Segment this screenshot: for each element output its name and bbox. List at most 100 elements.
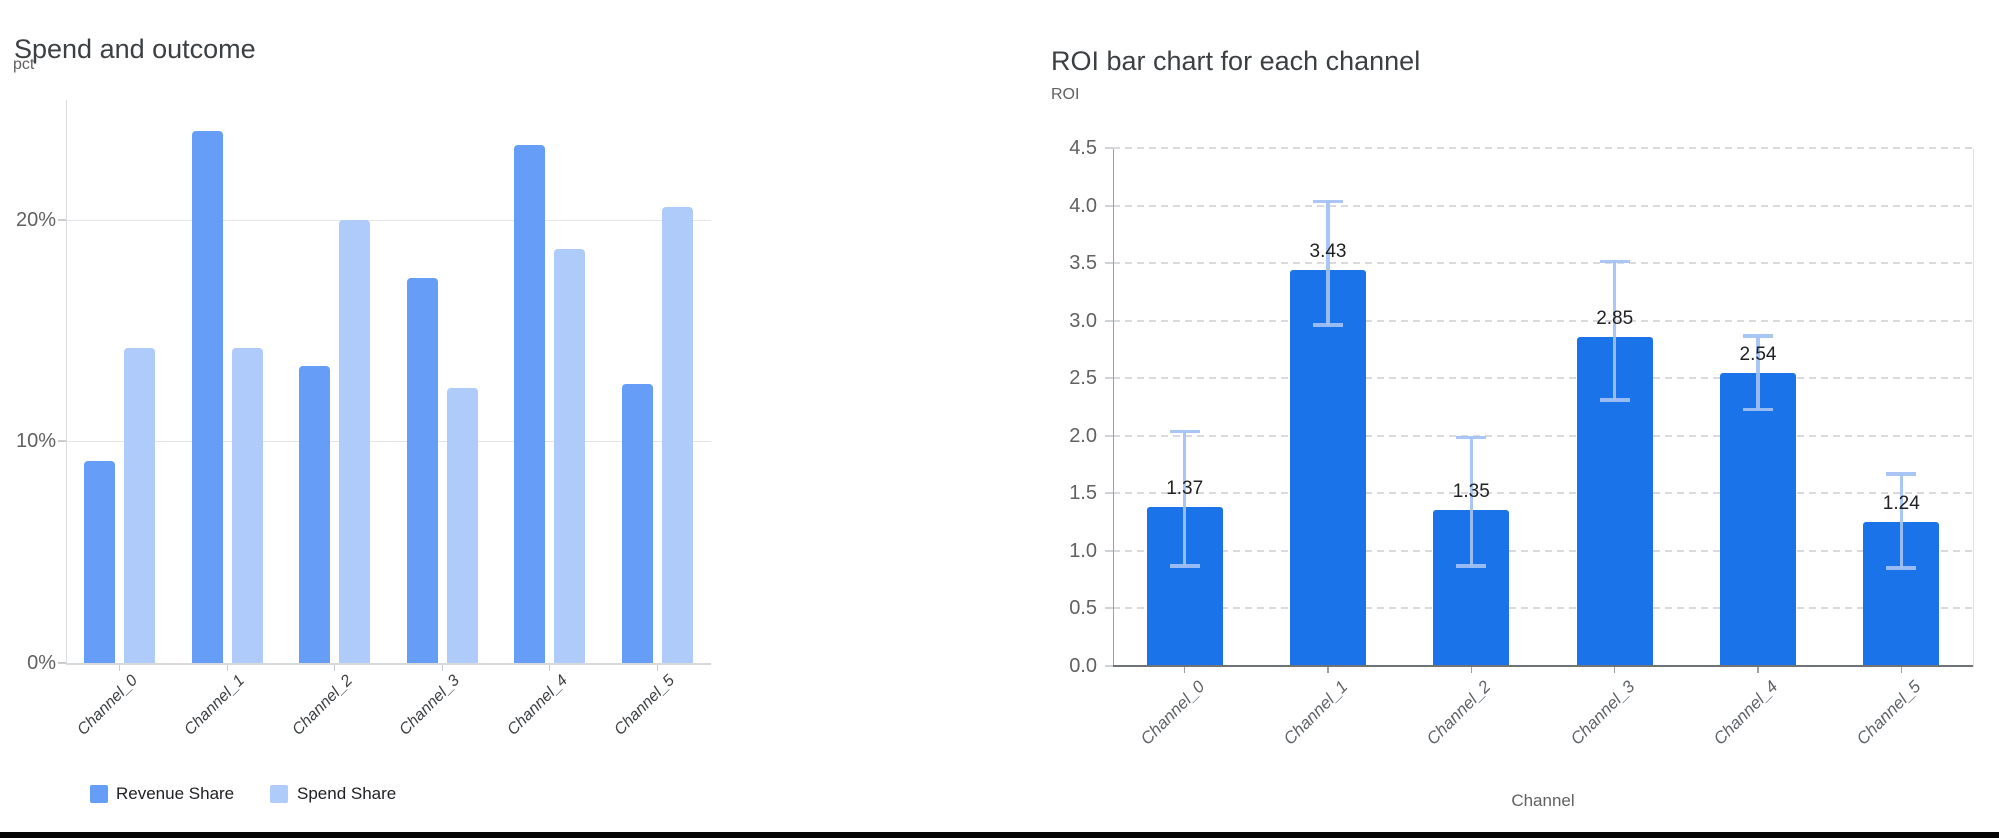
gridline — [1113, 434, 1973, 437]
x-tick-label: Channel_3 — [1566, 677, 1639, 749]
bar-spend-share-channel_1[interactable] — [231, 348, 263, 663]
gridline — [1113, 549, 1973, 552]
error-bar-cap-top — [1743, 334, 1773, 338]
bar-value-label: 1.24 — [1882, 493, 1920, 515]
error-bar-cap-bottom — [1886, 566, 1917, 570]
bar-spend-share-channel_5[interactable] — [661, 206, 693, 663]
y-axis-tick — [1105, 204, 1113, 207]
right-y-axis-unit-label: ROI — [1051, 86, 1080, 103]
x-axis-tick — [1900, 667, 1903, 673]
y-tick-label: 1.0 — [1069, 539, 1097, 562]
bar-roi-channel_1[interactable] — [1290, 270, 1366, 665]
y-tick-label: 4.0 — [1069, 194, 1097, 217]
error-bar-cap-bottom — [1169, 564, 1200, 568]
x-tick-label: Channel_0 — [1136, 677, 1209, 749]
y-tick-label: 1.5 — [1069, 482, 1097, 505]
error-bar-line — [1899, 473, 1903, 569]
error-bar-cap-bottom — [1456, 564, 1487, 568]
plot-right-border — [1973, 149, 1974, 667]
error-bar-line — [1756, 335, 1760, 410]
bar-revenue-share-channel_1[interactable] — [191, 131, 223, 663]
x-axis-tick — [119, 665, 121, 671]
y-tick-label: 0% — [27, 652, 56, 674]
gridline — [66, 219, 711, 221]
bar-value-label: 1.35 — [1452, 480, 1490, 502]
bar-revenue-share-channel_3[interactable] — [406, 277, 438, 663]
right-chart-title: ROI bar chart for each channel — [1051, 46, 1421, 77]
legend-label-spend-share: Spend Share — [297, 784, 397, 803]
gridline — [1113, 377, 1973, 380]
bar-revenue-share-channel_4[interactable] — [514, 144, 546, 663]
x-axis-tick — [656, 665, 658, 671]
y-tick-label: 2.0 — [1069, 424, 1097, 447]
x-axis-tick — [226, 665, 228, 671]
y-axis-tick — [1105, 434, 1113, 437]
y-axis-tick — [1105, 262, 1113, 265]
error-bar-cap-top — [1886, 472, 1917, 476]
left-y-axis-unit-label: pct — [13, 56, 35, 73]
error-bar-cap-top — [1169, 429, 1200, 434]
bar-spend-share-channel_3[interactable] — [446, 388, 478, 663]
y-axis-tick — [1105, 492, 1113, 495]
error-bar-line — [1612, 261, 1617, 401]
error-bar-line — [1326, 201, 1330, 326]
bar-spend-share-channel_0[interactable] — [124, 348, 156, 663]
y-axis-tick — [1105, 607, 1113, 610]
error-bar-cap-bottom — [1599, 398, 1630, 402]
error-bar-cap-top — [1456, 435, 1487, 440]
y-axis-tick — [58, 218, 66, 221]
error-bar-line — [1469, 437, 1473, 566]
bar-value-label: 3.43 — [1309, 241, 1347, 263]
gridline — [1113, 204, 1973, 207]
x-tick-label: Channel_2 — [1423, 677, 1495, 749]
x-axis-tick — [334, 665, 336, 671]
gridline — [1113, 262, 1973, 265]
y-axis-tick — [58, 440, 66, 443]
legend-swatch-revenue-share — [90, 785, 108, 803]
x-tick-label: Channel_4 — [1709, 677, 1782, 749]
x-axis-tick — [1757, 667, 1759, 673]
legend-swatch-spend-share — [270, 785, 288, 803]
x-axis-tick — [441, 665, 443, 671]
window-bottom-edge — [0, 832, 1999, 838]
x-tick-label: Channel_5 — [1853, 677, 1925, 749]
gridline — [1113, 147, 1973, 149]
y-axis-tick — [1105, 665, 1113, 667]
gridline — [1113, 607, 1973, 610]
y-axis-tick — [58, 662, 66, 664]
bar-value-label: 1.37 — [1166, 478, 1204, 500]
error-bar-cap-top — [1313, 199, 1343, 204]
left-chart-title: Spend and outcome — [14, 34, 256, 65]
x-axis-tick — [1327, 667, 1329, 673]
bar-spend-share-channel_4[interactable] — [554, 248, 586, 663]
y-axis-tick — [1105, 147, 1113, 149]
x-axis-tick — [1470, 667, 1473, 673]
y-axis-line — [1113, 149, 1114, 667]
gridline — [66, 441, 711, 443]
y-tick-label: 10% — [15, 430, 56, 453]
y-tick-label: 2.5 — [1069, 367, 1097, 390]
x-axis-tick — [1183, 667, 1186, 673]
error-bar-cap-top — [1599, 259, 1630, 263]
x-axis-line — [1113, 665, 1973, 667]
bar-revenue-share-channel_2[interactable] — [299, 366, 331, 663]
bar-revenue-share-channel_0[interactable] — [84, 461, 116, 663]
bar-revenue-share-channel_5[interactable] — [621, 383, 653, 663]
y-tick-label: 3.5 — [1069, 252, 1097, 275]
bar-spend-share-channel_2[interactable] — [339, 219, 371, 663]
bar-roi-channel_4[interactable] — [1720, 372, 1796, 665]
right-x-axis-title: Channel — [1511, 791, 1575, 810]
x-axis-line — [66, 663, 711, 665]
y-axis-tick — [1105, 319, 1113, 322]
legend-label-revenue-share: Revenue Share — [116, 784, 235, 803]
gridline — [1113, 319, 1973, 322]
x-tick-label: Channel_1 — [1279, 677, 1352, 749]
bar-value-label: 2.85 — [1596, 307, 1634, 329]
bar-value-label: 2.54 — [1739, 343, 1777, 365]
gridline — [1113, 492, 1973, 495]
error-bar-cap-bottom — [1743, 407, 1773, 411]
x-axis-tick — [1613, 667, 1616, 673]
y-axis-tick — [1105, 377, 1113, 380]
y-axis-tick — [1105, 549, 1113, 552]
